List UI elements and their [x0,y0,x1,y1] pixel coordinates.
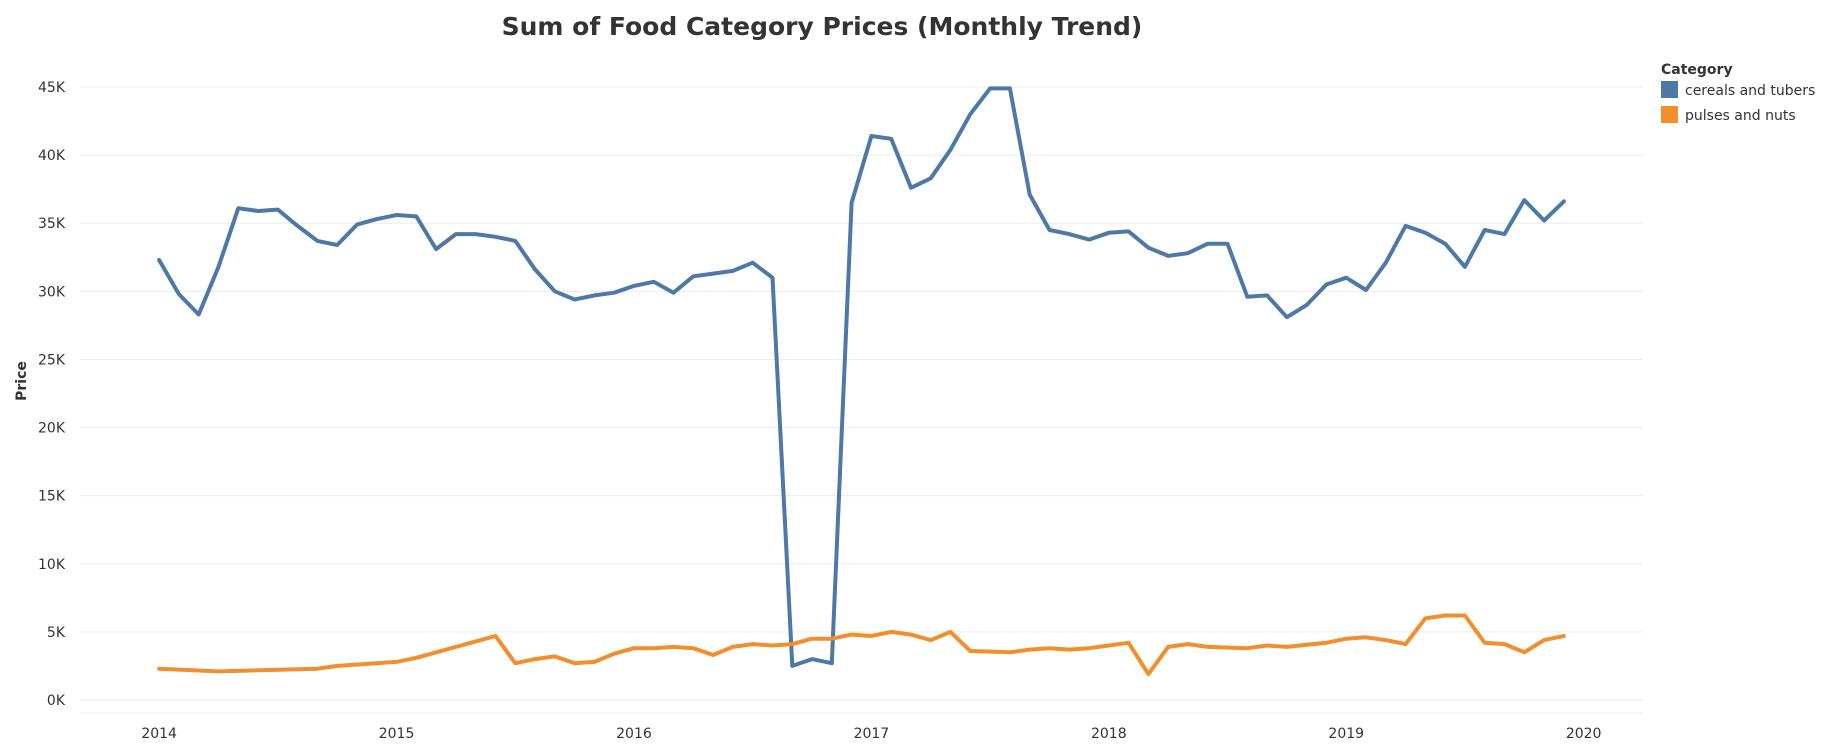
x-tick-label: 2018 [1091,726,1127,742]
y-tick-label: 5K [47,625,66,641]
x-axis-tick-labels: 2014 2015 2016 2017 2018 2019 2020 [141,726,1601,742]
y-tick-label: 35K [38,216,66,232]
x-tick-label: 2015 [379,726,415,742]
x-tick-label: 2016 [616,726,652,742]
y-tick-label: 40K [38,148,66,164]
x-tick-label: 2014 [141,726,177,742]
legend-swatch [1661,81,1678,98]
x-tick-label: 2020 [1566,726,1602,742]
y-tick-label: 25K [38,352,66,368]
y-tick-label: 0K [47,693,66,709]
series-line-0 [157,86,1566,668]
legend-title: Category [1661,62,1733,78]
y-gridlines [80,86,1643,633]
legend-label: pulses and nuts [1685,108,1796,124]
series-line-1 [157,613,1566,677]
y-tick-label: 45K [38,80,66,96]
x-tick-label: 2019 [1328,726,1364,742]
x-tick-label: 2017 [854,726,890,742]
y-axis-tick-labels: 0K 5K 10K 15K 20K 25K 30K 35K 40K 45K [38,80,66,709]
legend-swatch [1661,106,1678,123]
legend-items: cereals and tubers pulses and nuts [1661,81,1815,124]
y-axis-title: Price [14,361,30,401]
y-tick-label: 15K [38,489,66,505]
series-lines [157,86,1566,677]
legend: Category cereals and tubers pulses and nu… [1661,62,1815,124]
y-tick-label: 30K [38,284,66,300]
legend-label: cereals and tubers [1685,83,1815,99]
y-tick-label: 10K [38,557,66,573]
y-tick-label: 20K [38,421,66,437]
chart-title: Sum of Food Category Prices (Monthly Tre… [502,12,1143,41]
